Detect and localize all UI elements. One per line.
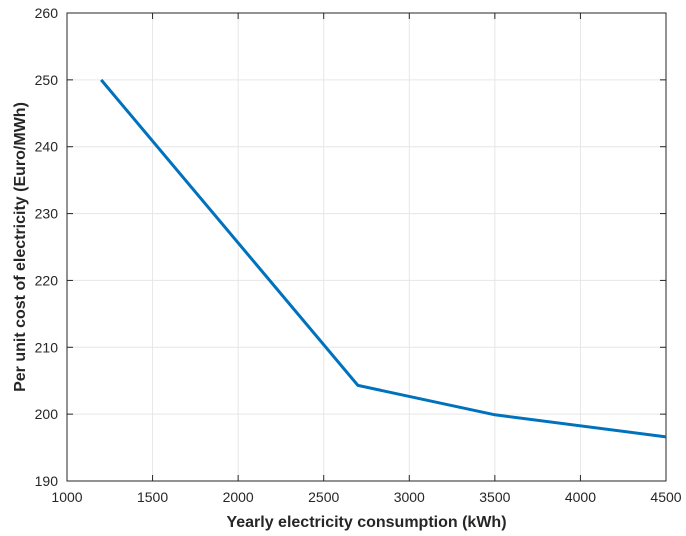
x-tick-label: 3000: [394, 489, 425, 505]
grid: [66, 12, 667, 482]
y-tick-label: 200: [35, 406, 59, 422]
x-tick-label: 2000: [223, 489, 254, 505]
series-line: [100, 78, 667, 439]
y-tick-label: 230: [35, 206, 59, 222]
x-tick-label: 3500: [479, 489, 510, 505]
y-tick-label: 220: [35, 272, 59, 288]
x-tick-label: 1500: [137, 489, 168, 505]
y-tick-label: 190: [35, 473, 59, 489]
y-tick-label: 250: [35, 72, 59, 88]
x-tick-label: 4500: [650, 489, 681, 505]
series-layer: [100, 78, 667, 439]
x-tick-label: 2500: [308, 489, 339, 505]
x-axis-label: Yearly electricity consumption (kWh): [226, 514, 506, 531]
x-tick-label: 1000: [51, 489, 82, 505]
axis-ticks: 1000 1500 2000 2500 3000 3500 4000 4500 190 200 21…: [35, 5, 682, 505]
y-tick-label: 240: [35, 139, 59, 155]
y-axis-label: Per unit cost of electricity (Euro/MWh): [12, 102, 29, 392]
plot-frame: [66, 12, 667, 482]
y-tick-label: 210: [35, 339, 59, 355]
y-tick-label: 260: [35, 5, 59, 21]
x-tick-label: 4000: [565, 489, 596, 505]
